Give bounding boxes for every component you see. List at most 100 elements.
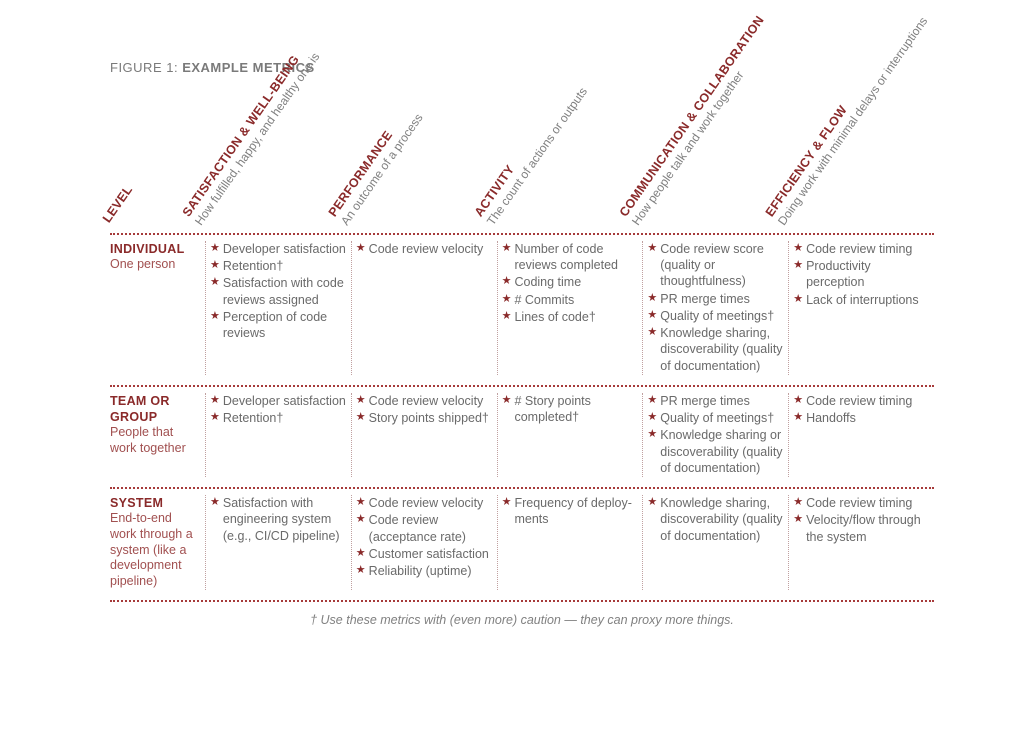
list-item-text: Code review velocity: [369, 495, 493, 511]
list-item-text: Reliability (uptime): [369, 563, 493, 579]
list-item-text: Developer satisfaction: [223, 241, 347, 257]
list-item: ★Perception of code reviews: [210, 309, 347, 342]
data-cell: ★Code review score (quality or thoughtfu…: [642, 241, 788, 375]
list-item-text: Velocity/flow through the system: [806, 512, 930, 545]
data-cell: ★Code review velocity★Story points shipp…: [351, 393, 497, 477]
list-item-text: Satisfaction with code reviews assigned: [223, 275, 347, 308]
bullet-icon: ★: [502, 495, 512, 510]
column-header: EFFICIENCY & FLOWDoing work with minimal…: [762, 91, 872, 229]
column-header-subtitle: How fulfilled, happy, and healthy one is: [192, 101, 288, 229]
data-cell: ★Code review timing★Produc­tivity percep…: [788, 241, 934, 375]
list-item-text: Knowledge sharing, discoverability (qual…: [660, 325, 784, 374]
list-item-text: Lines of code†: [514, 309, 638, 325]
column-header-title: EFFICIENCY & FLOW: [762, 91, 859, 220]
list-item: ★Satisfaction with code reviews assigned: [210, 275, 347, 308]
list-item: ★PR merge times: [647, 393, 784, 409]
bullet-icon: ★: [502, 393, 512, 408]
column-header-subtitle: Doing work with minimal delays or interr…: [775, 101, 871, 229]
bullet-icon: ★: [793, 512, 803, 527]
list-item-text: Story points shipped†: [369, 410, 493, 426]
list-item-text: Produc­tivity perception: [806, 258, 930, 291]
list-item-text: Lack of inter­ruptions: [806, 292, 930, 308]
metrics-table: LEVEL SATISFACTION & WELL-BEINGHow fulfi…: [110, 85, 934, 602]
bullet-icon: ★: [356, 241, 366, 256]
list-item-text: Quality of meetings†: [660, 410, 784, 426]
list-item: ★Velocity/flow through the system: [793, 512, 930, 545]
list-item: ★# Story points completed†: [502, 393, 639, 426]
data-cell: ★Code review timing★Velocity/flow throug…: [788, 495, 934, 589]
bullet-icon: ★: [210, 309, 220, 324]
list-item: ★Code review velocity: [356, 393, 493, 409]
bullet-icon: ★: [502, 292, 512, 307]
figure-prefix: FIGURE 1:: [110, 60, 182, 75]
list-item: ★Knowledge sharing, discoverability (qua…: [647, 325, 784, 374]
list-item-text: Code review timing: [806, 495, 930, 511]
bullet-icon: ★: [647, 308, 657, 323]
level-name: TEAM OR GROUP: [110, 393, 199, 426]
list-item-text: Code review timing: [806, 241, 930, 257]
bullet-icon: ★: [210, 495, 220, 510]
list-item: ★Code review score (quality or thoughtfu…: [647, 241, 784, 290]
list-item: ★Frequency of deploy­ments: [502, 495, 639, 528]
list-item-text: Handoffs: [806, 410, 930, 426]
list-item: ★# Commits: [502, 292, 639, 308]
list-item: ★Satisfaction with engineering system (e…: [210, 495, 347, 544]
data-cell: ★Code review timing★Handoffs: [788, 393, 934, 477]
list-item: ★Number of code reviews completed: [502, 241, 639, 274]
level-name: SYSTEM: [110, 495, 199, 511]
data-cell: ★Code review velocity★Code review (accep…: [351, 495, 497, 589]
data-cell: ★Number of code reviews completed★Coding…: [497, 241, 643, 375]
list-item: ★Quality of meetings†: [647, 308, 784, 324]
column-headers: LEVEL SATISFACTION & WELL-BEINGHow fulfi…: [110, 85, 934, 235]
list-item: ★Lines of code†: [502, 309, 639, 325]
figure-label: FIGURE 1: EXAMPLE METRICS: [110, 60, 934, 77]
bullet-icon: ★: [793, 393, 803, 408]
bullet-icon: ★: [356, 410, 366, 425]
list-item: ★Code review timing: [793, 393, 930, 409]
list-item-text: Satisfaction with engineering system (e.…: [223, 495, 347, 544]
column-header-title: ACTIVITY: [471, 91, 568, 220]
column-header-title: COMMUNICATION & COLLABORATION: [616, 91, 713, 220]
data-cell: ★# Story points completed†: [497, 393, 643, 477]
level-header-title: LEVEL: [99, 142, 165, 226]
list-item: ★Knowledge sharing, discoverability (qua…: [647, 495, 784, 544]
column-header: SATISFACTION & WELL-BEINGHow fulfilled, …: [179, 91, 289, 229]
level-cell: INDIVIDUALOne person: [110, 241, 205, 375]
bullet-icon: ★: [210, 258, 220, 273]
list-item-text: Number of code reviews completed: [514, 241, 638, 274]
bullet-icon: ★: [356, 495, 366, 510]
list-item: ★Coding time: [502, 274, 639, 290]
table-row: TEAM OR GROUPPeople that work together ★D…: [110, 387, 934, 489]
bullet-icon: ★: [210, 241, 220, 256]
data-cell: ★PR merge times★Quality of meetings†★Kno…: [642, 393, 788, 477]
footnote: † Use these metrics with (even more) cau…: [110, 612, 934, 628]
bullet-icon: ★: [356, 393, 366, 408]
level-name: INDIVIDUAL: [110, 241, 199, 257]
bullet-icon: ★: [647, 495, 657, 510]
bullet-icon: ★: [210, 275, 220, 290]
list-item: ★Story points shipped†: [356, 410, 493, 426]
list-item: ★Retention†: [210, 410, 347, 426]
bullet-icon: ★: [647, 427, 657, 442]
bullet-icon: ★: [647, 325, 657, 340]
bullet-icon: ★: [356, 563, 366, 578]
bullet-icon: ★: [502, 309, 512, 324]
column-header: ACTIVITYThe count of actions or outputs: [471, 91, 581, 229]
bullet-icon: ★: [210, 410, 220, 425]
column-header-subtitle: An outcome of a process: [338, 101, 434, 229]
level-desc: People that work together: [110, 425, 199, 456]
bullet-icon: ★: [647, 241, 657, 256]
list-item-text: Retention†: [223, 258, 347, 274]
list-item: ★Developer satisfaction: [210, 241, 347, 257]
table-row: SYSTEMEnd-to-end work through a system (…: [110, 489, 934, 601]
list-item: ★Customer satisfaction: [356, 546, 493, 562]
list-item-text: Customer satisfaction: [369, 546, 493, 562]
list-item-text: Coding time: [514, 274, 638, 290]
list-item: ★Reliability (uptime): [356, 563, 493, 579]
list-item-text: Code review score (quality or thoughtful…: [660, 241, 784, 290]
level-desc: End-to-end work through a system (like a…: [110, 511, 199, 589]
list-item-text: Knowledge sharing or discoverability (qu…: [660, 427, 784, 476]
data-cell: ★Code review velocity: [351, 241, 497, 375]
list-item: ★Developer satisfaction: [210, 393, 347, 409]
list-item: ★Quality of meetings†: [647, 410, 784, 426]
